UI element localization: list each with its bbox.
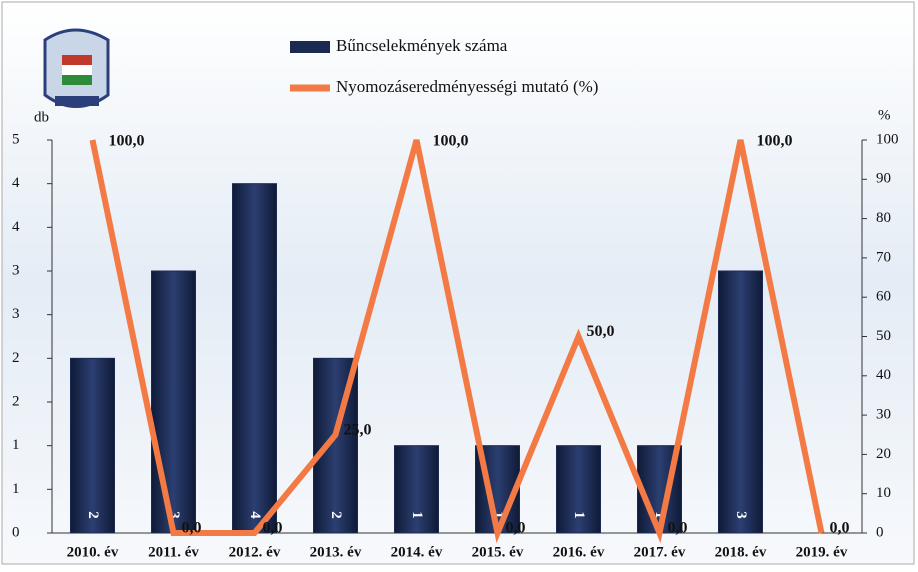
data-label: 25,0 bbox=[344, 421, 372, 438]
y-tick-label: 1 bbox=[12, 481, 20, 497]
y-tick-label: 2 bbox=[12, 350, 20, 366]
data-label: 0,0 bbox=[830, 520, 850, 537]
x-tick-label: 2016. év bbox=[553, 544, 605, 560]
bar bbox=[70, 357, 115, 534]
bar bbox=[394, 445, 439, 534]
data-label: 0,0 bbox=[506, 520, 526, 537]
bar-label: 1 bbox=[652, 511, 668, 519]
y2-tick-label: 50 bbox=[876, 328, 891, 344]
y2-tick-label: 80 bbox=[876, 210, 891, 226]
y2-tick-label: 70 bbox=[876, 249, 891, 265]
data-label: 0,0 bbox=[182, 520, 202, 537]
y2-axis-label: % bbox=[878, 107, 891, 123]
bar-label: 2 bbox=[328, 511, 344, 519]
bar bbox=[151, 270, 196, 534]
y2-tick-label: 10 bbox=[876, 485, 891, 501]
x-tick-label: 2010. év bbox=[67, 544, 119, 560]
bar bbox=[718, 270, 763, 534]
data-label: 100,0 bbox=[433, 133, 469, 150]
bar-label: 1 bbox=[490, 511, 506, 519]
y2-tick-label: 90 bbox=[876, 171, 891, 187]
x-tick-label: 2012. év bbox=[229, 544, 281, 560]
x-tick-label: 2013. év bbox=[310, 544, 362, 560]
y2-tick-label: 40 bbox=[876, 367, 891, 383]
logo bbox=[43, 28, 110, 108]
bar-label: 1 bbox=[571, 511, 587, 519]
bar bbox=[556, 445, 601, 534]
bar bbox=[232, 183, 277, 534]
x-tick-label: 2014. év bbox=[391, 544, 443, 560]
x-tick-label: 2011. év bbox=[148, 544, 199, 560]
data-label: 0,0 bbox=[263, 520, 283, 537]
y-tick-label: 0 bbox=[12, 524, 20, 540]
bar bbox=[313, 357, 358, 534]
y-tick-label: 2 bbox=[12, 393, 20, 409]
bar-label: 1 bbox=[409, 511, 425, 519]
data-label: 100,0 bbox=[757, 133, 793, 150]
data-label: 0,0 bbox=[668, 520, 688, 537]
bar-label: 3 bbox=[733, 511, 749, 519]
y-tick-label: 4 bbox=[12, 175, 20, 191]
bar-label: 2 bbox=[85, 511, 101, 519]
y2-tick-label: 20 bbox=[876, 446, 891, 462]
legend-label: Bűncselekmények száma bbox=[336, 36, 508, 55]
legend-label: Nyomozáseredményességi mutató (%) bbox=[336, 77, 598, 96]
data-label: 50,0 bbox=[587, 323, 615, 340]
y2-tick-label: 100 bbox=[876, 131, 899, 147]
y-tick-label: 3 bbox=[12, 306, 20, 322]
y2-tick-label: 30 bbox=[876, 407, 891, 423]
y-axis-label: db bbox=[34, 109, 49, 125]
line bbox=[89, 139, 825, 544]
x-tick-label: 2015. év bbox=[472, 544, 524, 560]
y-tick-label: 5 bbox=[12, 131, 20, 147]
x-tick-label: 2017. év bbox=[634, 544, 686, 560]
x-tick-label: 2018. év bbox=[715, 544, 767, 560]
legend-swatch bbox=[290, 41, 330, 53]
y2-tick-label: 0 bbox=[876, 524, 884, 540]
bar-label: 4 bbox=[247, 511, 263, 519]
y2-tick-label: 60 bbox=[876, 289, 891, 305]
bar-label: 3 bbox=[166, 511, 182, 519]
data-label: 100,0 bbox=[109, 133, 145, 150]
y-tick-label: 4 bbox=[12, 219, 20, 235]
y-tick-label: 1 bbox=[12, 437, 20, 453]
y-tick-label: 3 bbox=[12, 262, 20, 278]
x-tick-label: 2019. év bbox=[796, 544, 848, 560]
